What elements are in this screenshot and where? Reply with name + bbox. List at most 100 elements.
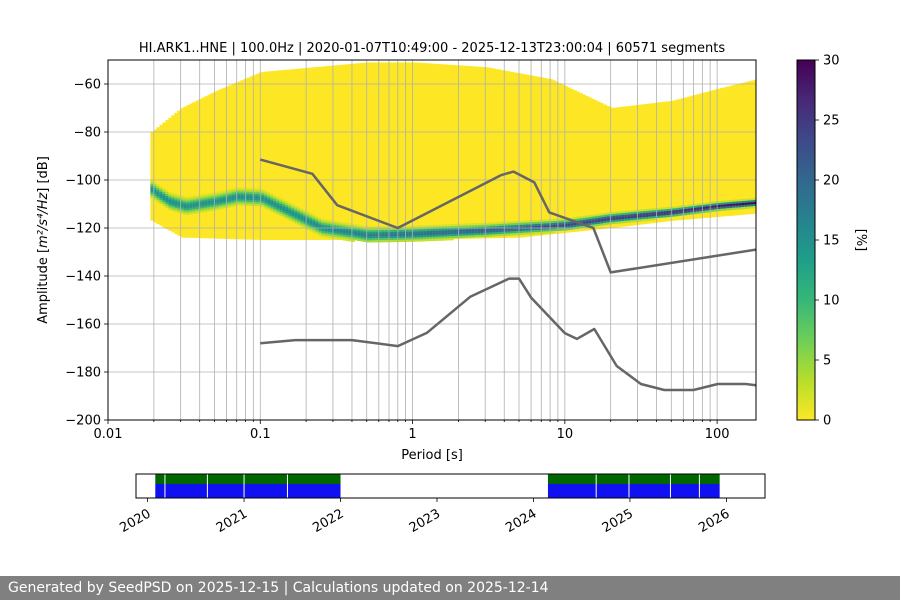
density-cell (741, 199, 745, 202)
density-cell (573, 225, 577, 228)
density-cell (534, 226, 538, 229)
density-cell (495, 222, 499, 225)
y-axis: −60−80−100−120−140−160−180−200 (65, 78, 108, 429)
density-cell (459, 231, 463, 234)
density-cell (189, 202, 193, 205)
density-cell (513, 229, 517, 232)
density-cell (348, 231, 352, 234)
density-cell (744, 202, 748, 205)
density-cell (690, 208, 694, 211)
noise-cloud-column (729, 85, 733, 216)
density-cell (306, 217, 310, 220)
density-cell (231, 188, 235, 191)
density-cell (750, 200, 754, 203)
noise-cloud-column (201, 97, 205, 239)
density-cell (687, 206, 691, 209)
y-tick-label: −180 (65, 366, 101, 381)
density-cell (537, 221, 541, 225)
noise-cloud-column (705, 91, 709, 218)
density-cell (345, 222, 349, 225)
noise-cloud-column (291, 69, 295, 240)
density-cell (474, 231, 478, 234)
density-cell (624, 214, 628, 217)
density-cell (447, 226, 451, 229)
density-cell (156, 192, 160, 195)
noise-cloud-column (672, 100, 676, 221)
noise-cloud-column (594, 100, 598, 230)
density-cell (747, 204, 751, 207)
density-cell (210, 192, 214, 195)
noise-cloud-column (426, 63, 430, 240)
density-cell (432, 230, 436, 233)
density-cell (189, 210, 193, 213)
density-cell (264, 206, 268, 209)
x-tick-label: 0.01 (94, 427, 123, 442)
density-cell (327, 221, 331, 224)
density-cell (171, 200, 175, 204)
density-cell (684, 207, 688, 210)
density-cell (228, 189, 232, 192)
density-cell (597, 215, 601, 218)
timeline-tick-label: 2020 (117, 506, 153, 536)
density-cell (198, 208, 202, 211)
noise-cloud-column (645, 103, 649, 224)
density-cell (363, 229, 367, 232)
density-cell (240, 201, 244, 204)
noise-cloud-column (171, 115, 175, 233)
density-cell (273, 203, 277, 206)
density-cell (243, 193, 247, 196)
noise-cloud-column (156, 127, 160, 225)
y-tick-label: −140 (65, 270, 101, 285)
density-cell (381, 226, 385, 229)
density-cell (648, 214, 652, 217)
noise-cloud-column (468, 66, 472, 239)
noise-cloud-column (336, 65, 340, 240)
density-cell (156, 184, 160, 187)
density-cell (279, 203, 283, 207)
density-cell (747, 202, 751, 205)
density-cell (699, 205, 703, 208)
density-cell (360, 239, 364, 242)
density-cell (423, 235, 427, 238)
noise-cloud-column (633, 105, 637, 226)
density-cell (675, 212, 679, 215)
density-cell (366, 234, 370, 237)
density-cell (195, 203, 199, 206)
density-cell (339, 233, 343, 236)
density-cell (297, 206, 301, 209)
density-cell (474, 229, 478, 232)
density-cell (189, 204, 193, 207)
density-cell (342, 236, 346, 239)
noise-cloud-column (741, 82, 745, 215)
density-cell (231, 200, 235, 203)
noise-cloud-column (417, 62, 421, 240)
noise-cloud-column (321, 66, 325, 240)
density-cell (303, 223, 307, 226)
density-cell (552, 223, 556, 226)
density-cell (168, 196, 172, 199)
density-cell (261, 201, 265, 204)
density-cell (744, 198, 748, 201)
density-cell (162, 190, 166, 193)
density-cell (333, 224, 337, 227)
density-cell (654, 216, 658, 219)
noise-cloud-column (528, 75, 532, 237)
density-cell (585, 219, 589, 222)
density-cell (555, 222, 559, 225)
density-cell (609, 214, 613, 217)
density-cell (705, 202, 709, 205)
density-cell (450, 236, 454, 239)
noise-cloud-column (531, 75, 535, 237)
noise-cloud-column (270, 71, 274, 240)
noise-cloud-column (399, 62, 403, 241)
density-cell (522, 222, 526, 225)
noise-cloud-column (723, 87, 727, 217)
noise-cloud-column (408, 62, 412, 241)
density-cell (276, 208, 280, 211)
footer-text: Generated by SeedPSD on 2025-12-15 | Cal… (8, 580, 549, 596)
noise-cloud-column (366, 62, 370, 241)
density-cell (519, 220, 523, 224)
density-cell (351, 225, 355, 228)
density-cell (231, 204, 235, 207)
noise-cloud-column (159, 124, 163, 226)
